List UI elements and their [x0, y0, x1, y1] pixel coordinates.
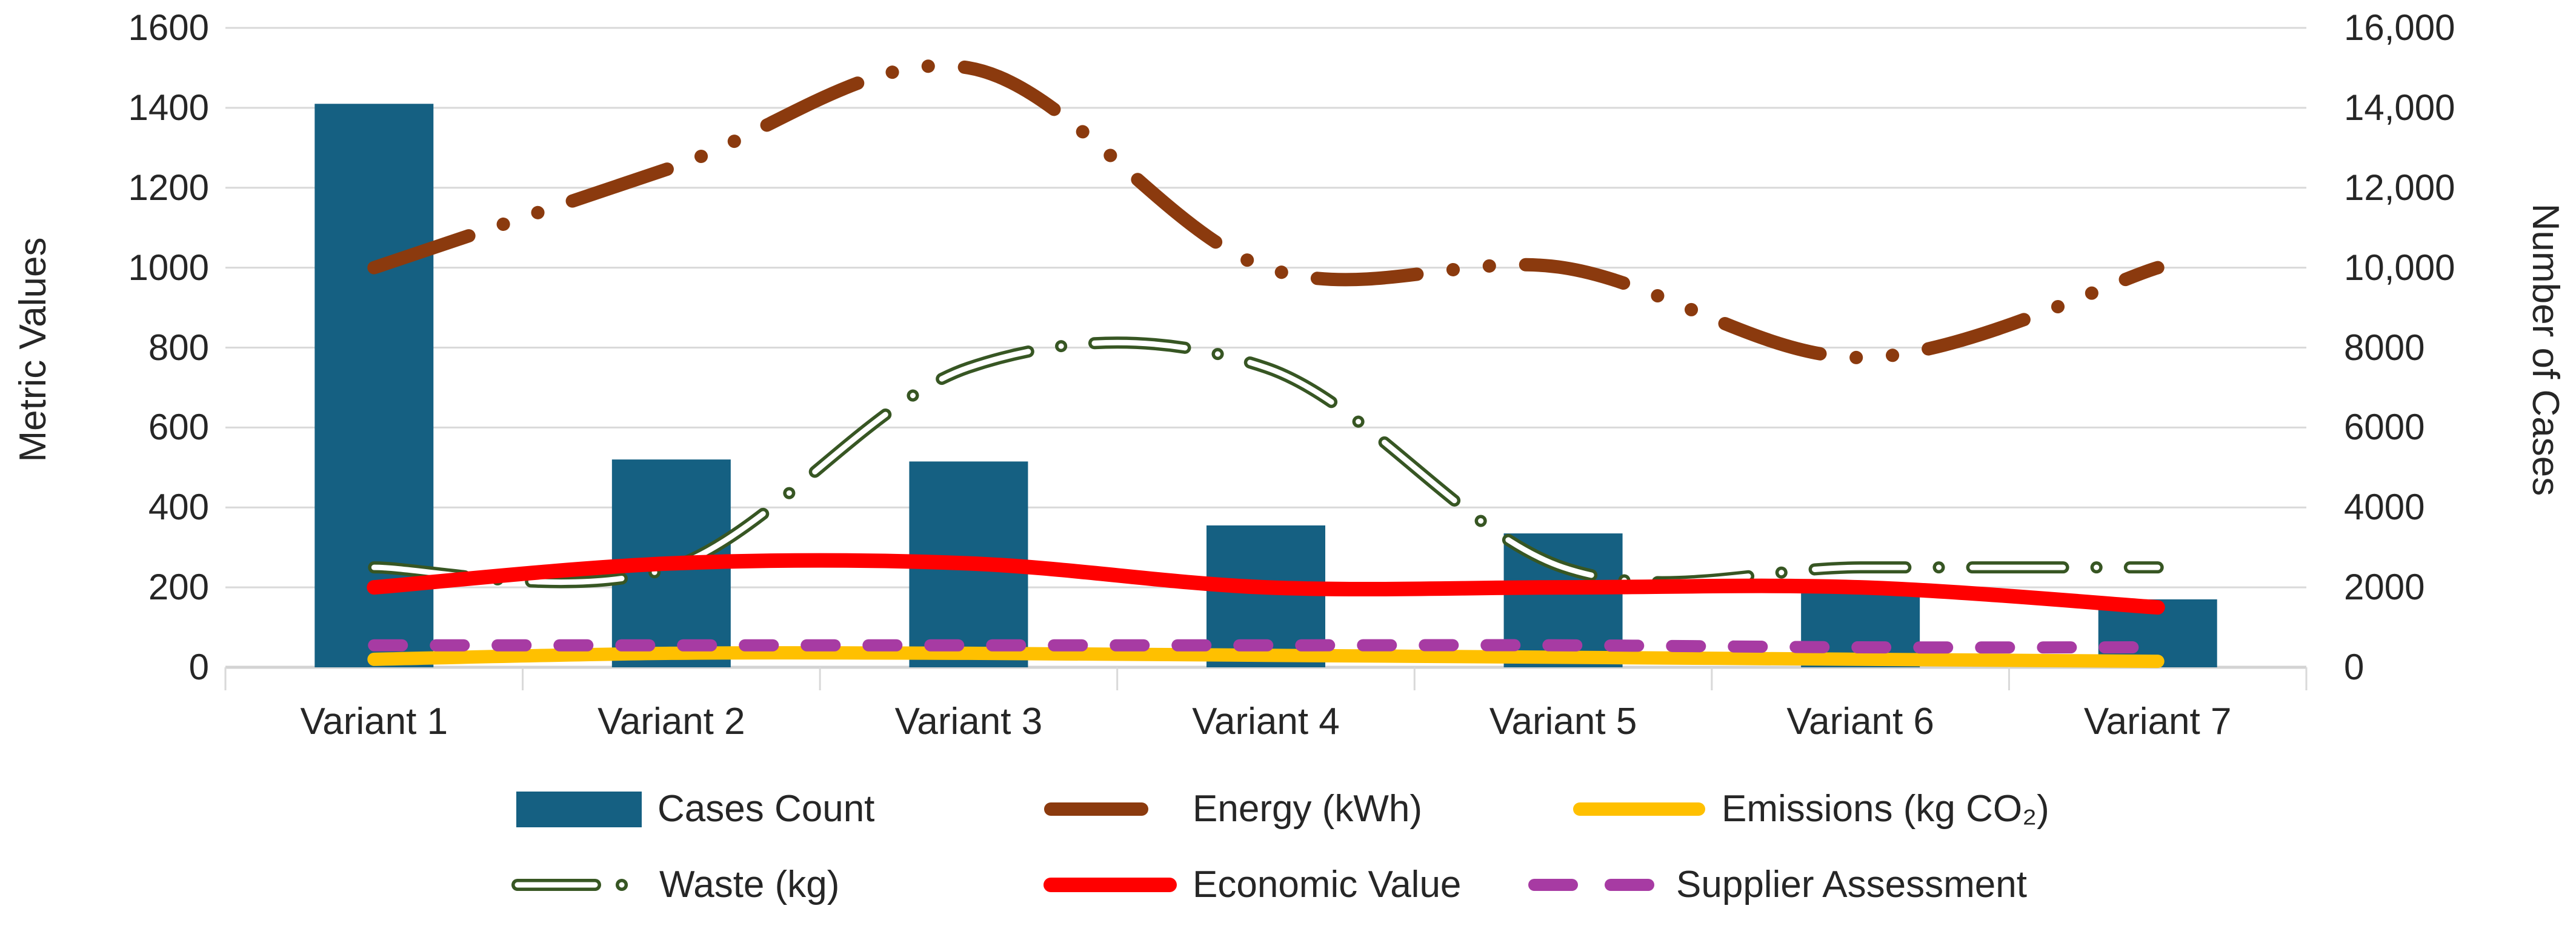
legend-label: Energy (kWh)	[1193, 788, 1422, 830]
x-axis-tick	[1116, 667, 1119, 690]
legend-label: Emissions (kg CO₂)	[1722, 788, 2049, 830]
right-axis-tick-label: 10,000	[2344, 247, 2455, 288]
right-axis-tick-label: 4000	[2344, 487, 2425, 528]
gridline	[225, 426, 2306, 428]
x-axis-tick-label-7: Variant 7	[2083, 701, 2232, 742]
legend-item-waste-kg-[interactable]: Waste (kg)	[510, 864, 839, 906]
gridline	[225, 347, 2306, 348]
right-axis-title: Number of Cases	[2524, 203, 2566, 496]
gridline	[225, 506, 2306, 509]
left-axis-tick-label: 1000	[128, 247, 209, 288]
legend-swatch-bar	[516, 791, 642, 827]
left-axis-tick-label: 800	[148, 327, 209, 368]
gridline	[225, 267, 2306, 269]
right-axis-tick-label: 8000	[2344, 327, 2425, 368]
x-axis-tick	[2305, 667, 2308, 690]
left-axis-tick-label: 0	[188, 647, 209, 687]
legend-item-emissions-kg-co-[interactable]: Emissions (kg CO₂)	[1573, 788, 2049, 830]
gridline	[225, 107, 2306, 109]
left-axis-title: Metric Values	[12, 237, 54, 462]
x-axis-tick-label-4: Variant 4	[1192, 701, 1340, 742]
gridline	[225, 27, 2306, 29]
x-axis-tick	[1413, 667, 1416, 690]
x-axis-tick	[2008, 667, 2010, 690]
legend-label: Economic Value	[1193, 864, 1462, 905]
legend-label: Cases Count	[657, 788, 875, 830]
right-axis-tick-label: 12,000	[2344, 167, 2455, 208]
legend-swatch-line	[1043, 878, 1177, 892]
right-axis-tick-label: 16,000	[2344, 7, 2455, 48]
right-axis-tick-label: 2000	[2344, 567, 2425, 608]
legend-label: Supplier Assessment	[1676, 864, 2027, 905]
x-axis-tick-label-3: Variant 3	[894, 701, 1043, 742]
x-axis-tick	[522, 667, 524, 690]
right-axis-tick-label: 14,000	[2344, 87, 2455, 128]
line-series-supplier-assessment[interactable]	[368, 639, 2164, 654]
line-series-energy-kwh-[interactable]	[367, 59, 2165, 364]
legend-item-supplier-assessment[interactable]: Supplier Assessment	[1527, 864, 2027, 906]
legend-label: Waste (kg)	[659, 864, 840, 905]
left-axis-tick-label: 1200	[128, 167, 209, 208]
x-axis-tick	[819, 667, 821, 690]
x-axis-tick	[224, 667, 227, 690]
right-axis-tick-label: 0	[2344, 647, 2365, 687]
left-axis-tick-label: 1400	[128, 87, 209, 128]
right-axis-tick-label: 6000	[2344, 407, 2425, 448]
line-series-economic-value[interactable]	[367, 553, 2165, 615]
line-series-core-waste-kg-	[371, 339, 2161, 585]
left-axis-tick-label: 400	[148, 487, 209, 528]
legend-swatch-line	[511, 879, 642, 891]
left-axis-tick-label: 1600	[128, 7, 209, 48]
legend-swatch-line	[1528, 879, 1659, 891]
legend-item-economic-value[interactable]: Economic Value	[1043, 864, 1461, 906]
x-axis-tick	[1711, 667, 1713, 690]
line-series-emissions-kg-co-[interactable]	[367, 646, 2165, 669]
x-axis-tick-label-5: Variant 5	[1489, 701, 1637, 742]
left-axis-tick-label: 200	[148, 567, 209, 608]
legend-item-cases-count[interactable]: Cases Count	[516, 788, 874, 830]
gridline	[225, 187, 2306, 189]
left-axis-tick-label: 600	[148, 407, 209, 448]
x-axis-tick-label-1: Variant 1	[300, 701, 448, 742]
legend-swatch-line	[1044, 802, 1176, 816]
legend-swatch-line	[1573, 802, 1705, 816]
legend-item-energy-kwh-[interactable]: Energy (kWh)	[1043, 788, 1422, 830]
x-axis-tick-label-6: Variant 6	[1786, 701, 1934, 742]
x-axis-tick-label-2: Variant 2	[597, 701, 745, 742]
